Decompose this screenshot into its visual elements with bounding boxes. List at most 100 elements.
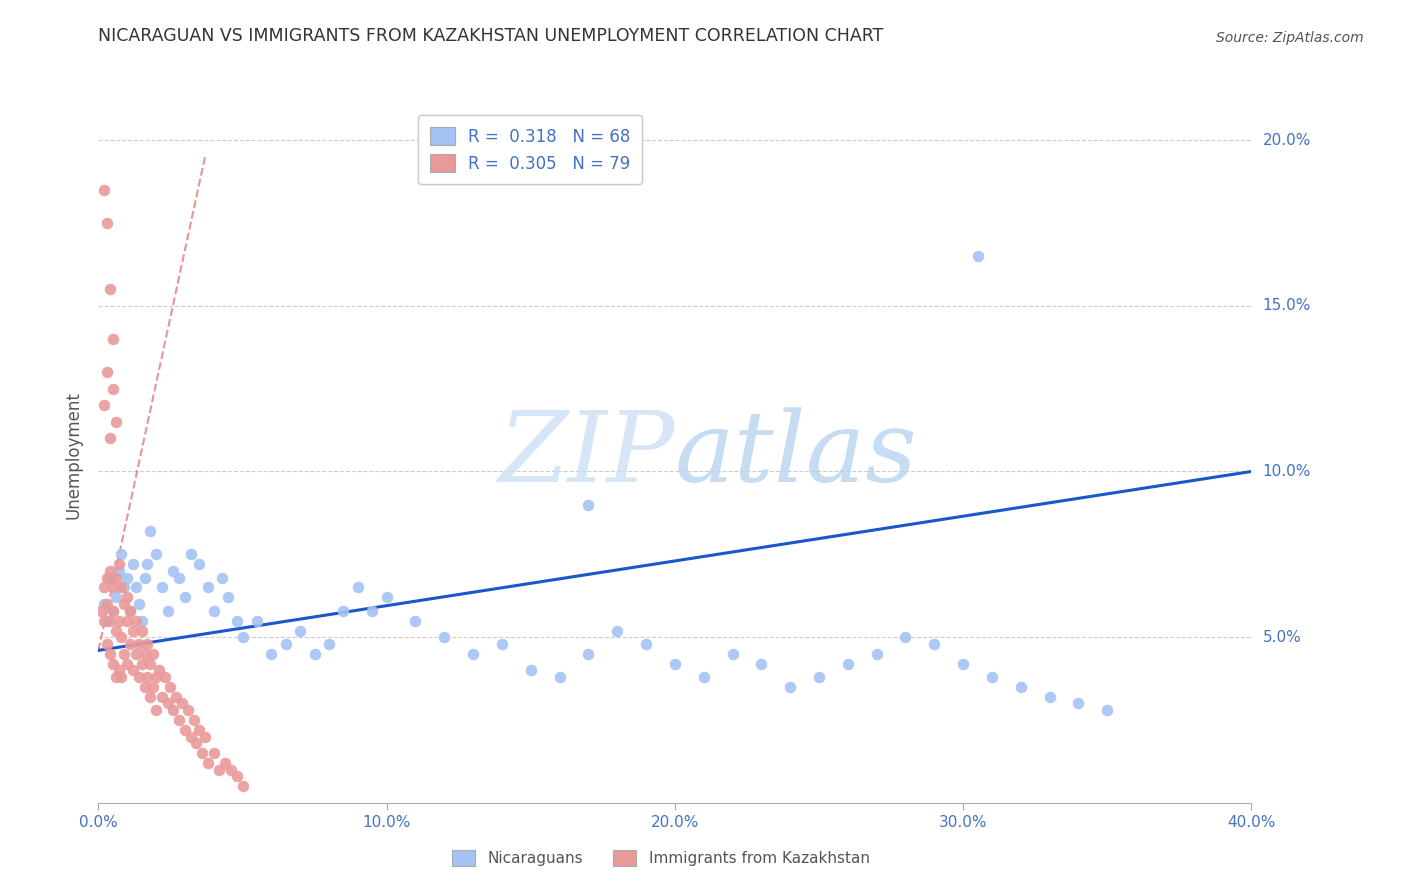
Point [104,670,127,684]
Point [117,570,138,584]
Point [156,604,179,618]
Point [721,647,744,661]
Point [246,614,269,628]
Point [162,703,184,717]
Point [117,657,138,671]
Point [110,581,132,595]
Point [110,630,132,644]
Point [131,614,153,628]
Point [110,670,132,684]
Point [136,637,159,651]
Point [148,663,170,677]
Point [125,647,148,661]
Point [162,564,184,578]
Point [837,657,859,671]
Text: 20.0%: 20.0% [1263,133,1310,148]
Point [156,697,179,711]
Point [112,581,135,595]
Point [125,581,148,595]
Point [93,597,115,611]
Point [98,647,121,661]
Point [142,680,165,694]
Point [219,763,242,777]
Point [98,282,121,296]
Point [664,657,686,671]
Point [104,624,127,638]
Point [104,591,127,605]
Point [952,657,974,671]
Point [139,690,162,704]
Point [107,564,129,578]
Legend: Nicaraguans, Immigrants from Kazakhstan: Nicaraguans, Immigrants from Kazakhstan [443,840,879,875]
Point [894,630,917,644]
Point [93,183,115,197]
Point [290,624,312,638]
Text: NICARAGUAN VS IMMIGRANTS FROM KAZAKHSTAN UNEMPLOYMENT CORRELATION CHART: NICARAGUAN VS IMMIGRANTS FROM KAZAKHSTAN… [98,27,884,45]
Point [260,647,283,661]
Point [186,736,208,750]
Point [139,657,162,671]
Point [112,597,135,611]
Point [433,630,456,644]
Point [405,614,427,628]
Text: Source: ZipAtlas.com: Source: ZipAtlas.com [1216,30,1364,45]
Point [183,713,205,727]
Point [150,581,173,595]
Point [101,382,124,396]
Point [866,647,889,661]
Point [966,249,988,263]
Point [134,647,156,661]
Point [274,637,297,651]
Point [606,624,628,638]
Point [165,690,187,704]
Point [107,614,129,628]
Point [96,614,118,628]
Point [120,637,142,651]
Y-axis label: Unemployment: Unemployment [65,391,83,519]
Point [145,547,167,561]
Point [167,713,190,727]
Point [125,614,148,628]
Point [101,657,124,671]
Point [191,746,214,760]
Point [96,365,118,379]
Point [180,730,202,744]
Point [202,746,225,760]
Point [93,614,115,628]
Point [120,604,142,618]
Point [101,604,124,618]
Point [150,690,173,704]
Point [90,604,112,618]
Point [188,723,211,737]
Point [142,647,165,661]
Point [520,663,543,677]
Point [318,637,340,651]
Point [180,547,202,561]
Point [491,637,513,651]
Point [177,703,200,717]
Point [101,332,124,346]
Point [174,591,197,605]
Point [779,680,801,694]
Point [214,756,236,770]
Point [101,604,124,618]
Point [117,591,138,605]
Point [807,670,830,684]
Point [375,591,398,605]
Point [110,547,132,561]
Point [131,657,153,671]
Point [153,670,176,684]
Point [107,558,129,572]
Point [112,647,135,661]
Point [231,630,254,644]
Text: ZIP: ZIP [499,408,675,502]
Point [1067,697,1090,711]
Point [134,680,156,694]
Point [981,670,1004,684]
Point [104,570,127,584]
Point [131,624,153,638]
Point [96,216,118,230]
Point [188,558,211,572]
Point [159,680,181,694]
Point [211,570,233,584]
